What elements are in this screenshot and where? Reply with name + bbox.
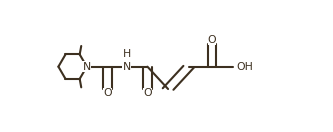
Text: H: H	[123, 50, 131, 59]
Text: N: N	[83, 62, 91, 72]
Text: N: N	[123, 62, 131, 72]
Text: O: O	[208, 35, 216, 45]
Text: O: O	[103, 88, 112, 98]
Text: OH: OH	[237, 62, 254, 72]
Text: O: O	[143, 88, 152, 98]
